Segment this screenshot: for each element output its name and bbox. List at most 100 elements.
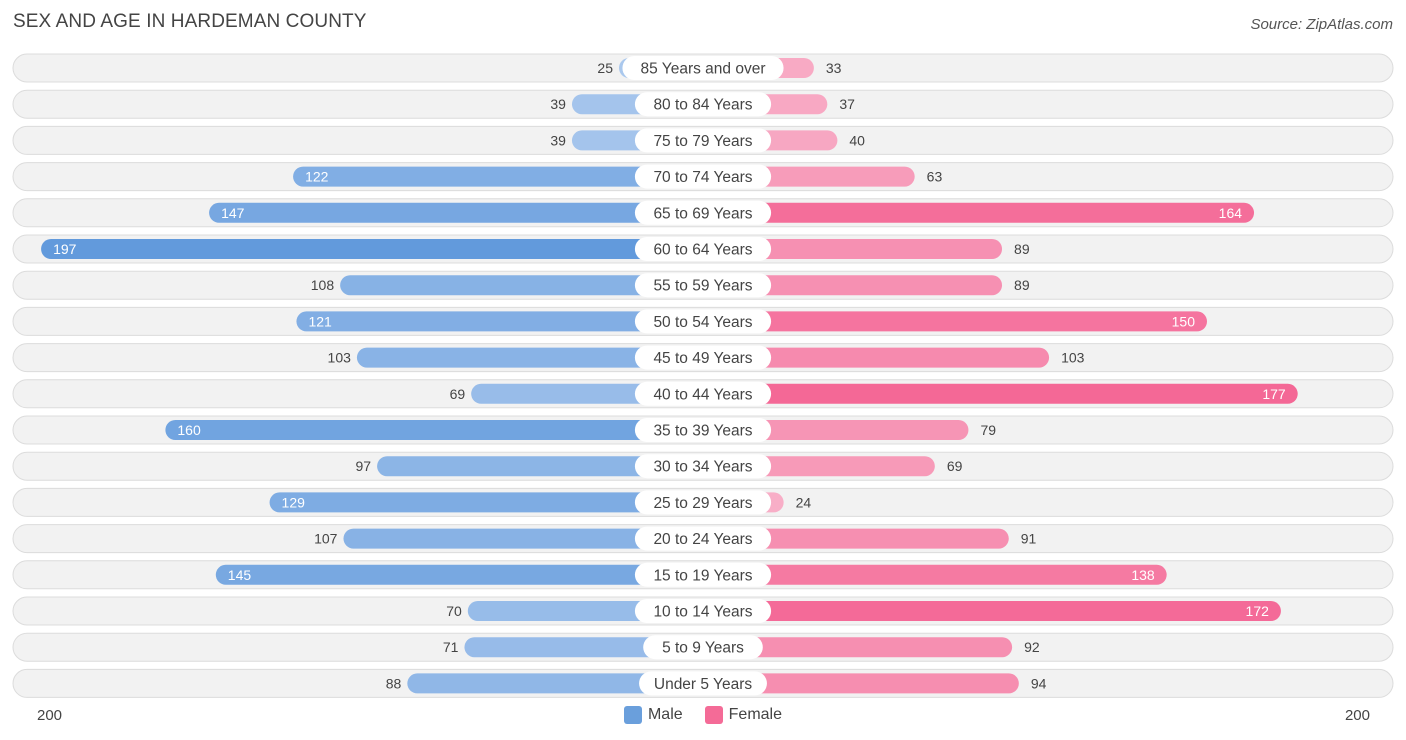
female-value-label: 164	[1219, 205, 1243, 221]
female-bar	[703, 564, 1167, 585]
male-bar	[165, 420, 703, 440]
legend-swatch-female	[704, 706, 723, 724]
male-bar	[407, 673, 703, 694]
category-label-background	[634, 200, 772, 225]
male-value-label: 145	[228, 567, 252, 583]
male-bar	[215, 564, 704, 585]
category-label: 15 to 19 Years	[653, 567, 752, 584]
category-label: 65 to 69 Years	[653, 205, 752, 222]
axis-right-label: 200	[1344, 707, 1370, 724]
legend-label-male: Male	[647, 706, 683, 723]
category-label-background	[634, 454, 772, 479]
male-value-label: 70	[446, 603, 462, 619]
category-label: 20 to 24 Years	[653, 531, 752, 548]
category-label-background	[634, 309, 772, 334]
category-label: 25 to 29 Years	[653, 495, 752, 512]
category-label-background	[639, 671, 767, 696]
female-value-label: 103	[1061, 350, 1085, 366]
male-value-label: 88	[386, 675, 402, 691]
female-bar	[703, 637, 1013, 658]
female-value-label: 63	[927, 169, 943, 185]
category-label-background	[643, 635, 763, 660]
category-label-background	[634, 345, 772, 370]
female-value-label: 79	[980, 422, 996, 438]
chart-source: Source: ZipAtlas.com	[1250, 16, 1393, 33]
female-value-label: 150	[1172, 313, 1196, 329]
category-label-background	[634, 526, 772, 551]
male-bar	[41, 239, 703, 259]
male-bar	[293, 166, 703, 187]
female-value-label: 94	[1031, 675, 1047, 691]
category-label-background	[634, 418, 772, 442]
category-label-background	[634, 273, 772, 298]
female-bar	[703, 311, 1207, 332]
male-bar	[296, 311, 703, 332]
female-value-label: 40	[849, 132, 865, 148]
category-label: Under 5 Years	[654, 676, 752, 693]
category-label: 50 to 54 Years	[653, 314, 752, 331]
male-bar	[356, 347, 703, 368]
male-value-label: 197	[53, 241, 77, 257]
category-label-background	[622, 56, 784, 80]
male-value-label: 97	[356, 458, 372, 474]
female-value-label: 69	[947, 458, 963, 474]
category-label-background	[634, 599, 772, 623]
category-label: 30 to 34 Years	[653, 459, 752, 476]
legend-item-female: Female	[704, 706, 783, 724]
category-label: 70 to 74 Years	[653, 169, 752, 186]
legend-item-male: Male	[623, 706, 683, 724]
female-bar	[703, 202, 1255, 223]
male-value-label: 69	[450, 386, 466, 402]
category-label: 40 to 44 Years	[653, 386, 752, 403]
female-bar	[703, 673, 1019, 694]
female-value-label: 24	[796, 494, 812, 510]
female-value-label: 89	[1014, 241, 1030, 257]
category-label: 35 to 39 Years	[653, 423, 752, 440]
female-bar	[703, 275, 1003, 296]
category-label-background	[634, 128, 772, 153]
category-label-background	[634, 164, 772, 189]
male-value-label: 39	[550, 96, 566, 112]
axis-left-label: 200	[37, 707, 63, 724]
female-value-label: 89	[1014, 277, 1030, 293]
male-value-label: 122	[305, 169, 329, 185]
male-value-label: 103	[328, 350, 352, 366]
legend-label-female: Female	[728, 706, 783, 723]
male-value-label: 39	[550, 132, 566, 148]
female-value-label: 37	[839, 96, 855, 112]
category-label: 60 to 64 Years	[653, 242, 752, 259]
male-value-label: 147	[221, 205, 245, 221]
female-value-label: 91	[1021, 531, 1037, 547]
male-value-label: 160	[177, 422, 201, 438]
male-value-label: 121	[308, 313, 332, 329]
male-value-label: 108	[311, 277, 335, 293]
legend-swatch-male	[623, 706, 642, 724]
male-bar	[340, 275, 703, 296]
chart-title: SEX AND AGE IN HARDEMAN COUNTY	[13, 11, 367, 32]
category-label: 75 to 79 Years	[653, 133, 752, 150]
female-bar	[703, 383, 1298, 404]
male-value-label: 107	[314, 531, 338, 547]
legend: Male Female	[0, 706, 1406, 724]
category-label: 10 to 14 Years	[653, 604, 752, 621]
male-value-label: 71	[443, 639, 459, 655]
male-bar	[269, 492, 703, 513]
male-bar	[209, 202, 703, 223]
male-value-label: 129	[282, 494, 306, 510]
male-bar	[377, 456, 703, 477]
category-label: 45 to 49 Years	[653, 350, 752, 367]
female-bar	[703, 601, 1281, 621]
category-label: 80 to 84 Years	[653, 97, 752, 114]
female-value-label: 92	[1024, 639, 1040, 655]
female-value-label: 33	[826, 60, 842, 76]
category-label-background	[634, 237, 772, 261]
female-bar	[703, 347, 1050, 368]
male-bar	[464, 637, 703, 658]
category-label-background	[634, 490, 772, 515]
female-bar	[703, 528, 1009, 549]
category-label-background	[634, 92, 772, 117]
female-bar	[703, 239, 1003, 259]
category-label: 5 to 9 Years	[662, 640, 744, 657]
category-label: 55 to 59 Years	[653, 278, 752, 295]
